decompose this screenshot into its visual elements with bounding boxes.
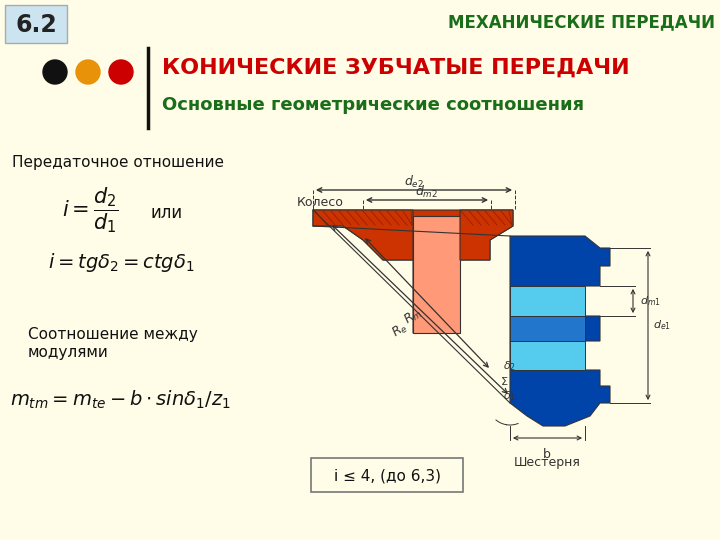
Text: Передаточное отношение: Передаточное отношение <box>12 154 224 170</box>
Text: b: b <box>543 448 551 461</box>
Text: Соотношение между: Соотношение между <box>28 327 198 342</box>
Text: КОНИЧЕСКИЕ ЗУБЧАТЫЕ ПЕРЕДАЧИ: КОНИЧЕСКИЕ ЗУБЧАТЫЕ ПЕРЕДАЧИ <box>162 58 629 78</box>
Polygon shape <box>313 210 513 333</box>
Circle shape <box>76 60 100 84</box>
Text: $i = \dfrac{d_2}{d_1}$: $i = \dfrac{d_2}{d_1}$ <box>62 185 119 235</box>
Text: $d_{m2}$: $d_{m2}$ <box>415 184 438 200</box>
Polygon shape <box>510 316 585 341</box>
Text: $\delta_1$: $\delta_1$ <box>503 389 516 403</box>
FancyBboxPatch shape <box>5 5 67 43</box>
Polygon shape <box>510 286 585 316</box>
Text: i ≤ 4, (до 6,3): i ≤ 4, (до 6,3) <box>333 469 441 483</box>
Text: Шестерня: Шестерня <box>513 456 580 469</box>
Text: $d_{m1}$: $d_{m1}$ <box>640 294 661 308</box>
Text: модулями: модулями <box>28 346 109 361</box>
Text: $m_{tm} = m_{te} - b \cdot sin\delta_1/z_1$: $m_{tm} = m_{te} - b \cdot sin\delta_1/z… <box>10 389 231 411</box>
Polygon shape <box>413 216 460 333</box>
Text: или: или <box>150 204 182 222</box>
Text: Основные геометрические соотношения: Основные геометрические соотношения <box>162 96 584 114</box>
Text: $\Sigma$: $\Sigma$ <box>500 375 508 387</box>
Text: $\delta_2$: $\delta_2$ <box>503 359 516 373</box>
Circle shape <box>109 60 133 84</box>
Text: Колесо: Колесо <box>297 197 344 210</box>
Polygon shape <box>460 210 513 260</box>
Polygon shape <box>510 341 585 370</box>
Text: $R_m$: $R_m$ <box>401 305 425 328</box>
Circle shape <box>43 60 67 84</box>
Text: 6.2: 6.2 <box>15 13 57 37</box>
Polygon shape <box>510 236 610 426</box>
Text: $d_{e2}$: $d_{e2}$ <box>404 174 424 190</box>
Text: МЕХАНИЧЕСКИЕ ПЕРЕДАЧИ: МЕХАНИЧЕСКИЕ ПЕРЕДАЧИ <box>448 13 715 31</box>
Polygon shape <box>313 210 413 260</box>
Text: $i = tg\delta_2 = ctg\delta_1$: $i = tg\delta_2 = ctg\delta_1$ <box>48 251 194 273</box>
FancyBboxPatch shape <box>311 458 463 492</box>
Text: $d_{e1}$: $d_{e1}$ <box>653 318 671 332</box>
Text: $R_e$: $R_e$ <box>390 319 410 341</box>
